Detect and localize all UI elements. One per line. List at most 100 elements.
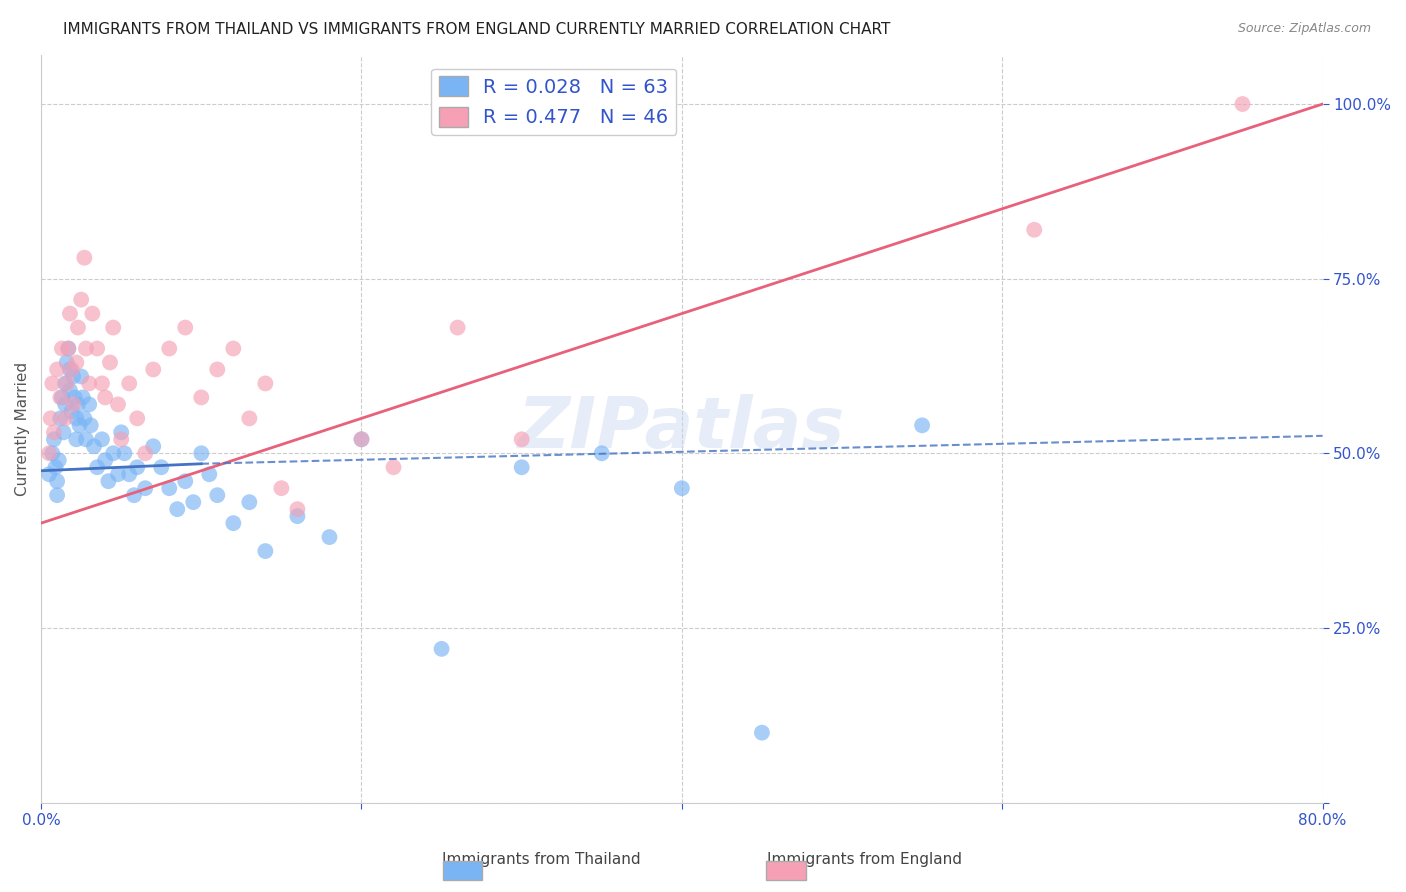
Point (53, 411, 76, 425)
Point (510, 460, 533, 475)
Point (39, 411, 62, 425)
Point (198, 467, 221, 482)
Point (270, 481, 292, 495)
Point (174, 474, 197, 488)
Point (48, 453, 70, 467)
Point (107, 467, 129, 482)
Point (38, 446, 60, 460)
Point (591, 446, 613, 460)
Point (41, 446, 63, 460)
Point (77, 397, 100, 411)
Point (59, 362, 82, 376)
Point (142, 362, 165, 376)
Point (82, 307, 104, 321)
Point (190, 446, 212, 460)
Point (55, 376, 77, 391)
Point (59, 384, 82, 398)
Point (65, 355, 87, 369)
Point (350, 432, 373, 446)
Point (127, 460, 149, 475)
Point (103, 446, 125, 460)
Point (446, 320, 468, 334)
Point (58, 342, 80, 356)
Point (430, 641, 453, 656)
Point (70, 369, 93, 384)
Point (222, 342, 245, 356)
Point (127, 411, 149, 425)
Point (94, 391, 117, 405)
Point (110, 432, 132, 446)
Point (134, 446, 156, 460)
Text: Source: ZipAtlas.com: Source: ZipAtlas.com (1237, 22, 1371, 36)
Point (1024, 223, 1046, 237)
Point (60, 362, 83, 376)
Point (157, 481, 180, 495)
Point (62, 369, 84, 384)
Point (46, 362, 69, 376)
Point (66, 320, 89, 334)
Point (238, 411, 260, 425)
Point (142, 439, 165, 453)
Text: ZIPatlas: ZIPatlas (519, 394, 845, 463)
Point (77, 376, 100, 391)
Y-axis label: Currently Married: Currently Married (15, 362, 30, 496)
Point (287, 502, 309, 516)
Point (103, 320, 125, 334)
Point (60, 404, 83, 418)
Point (107, 397, 129, 411)
Point (38, 467, 60, 482)
Point (97, 474, 120, 488)
Point (75, 432, 97, 446)
Point (122, 488, 145, 502)
Point (75, 342, 97, 356)
Point (42, 425, 65, 440)
Point (382, 460, 405, 475)
Point (254, 376, 277, 391)
Point (254, 544, 277, 558)
Point (318, 530, 340, 544)
Point (58, 342, 80, 356)
Point (51, 342, 73, 356)
Point (150, 460, 173, 475)
Text: Immigrants from Thailand: Immigrants from Thailand (441, 852, 641, 867)
Point (59, 307, 82, 321)
Point (55, 355, 77, 369)
Point (91, 432, 114, 446)
Text: IMMIGRANTS FROM THAILAND VS IMMIGRANTS FROM ENGLAND CURRENTLY MARRIED CORRELATIO: IMMIGRANTS FROM THAILAND VS IMMIGRANTS F… (63, 22, 890, 37)
Point (53, 376, 76, 391)
Point (98, 355, 121, 369)
Point (65, 411, 87, 425)
Point (118, 376, 141, 391)
Point (80, 418, 103, 433)
Point (118, 467, 141, 482)
Legend: R = 0.028   N = 63, R = 0.477   N = 46: R = 0.028 N = 63, R = 0.477 N = 46 (432, 69, 676, 135)
Point (83, 439, 105, 453)
Point (66, 397, 89, 411)
Point (86, 342, 108, 356)
Point (94, 453, 117, 467)
Point (350, 432, 373, 446)
Point (52, 425, 75, 440)
Point (510, 432, 533, 446)
Point (238, 495, 260, 509)
Point (44, 460, 66, 475)
Point (751, 725, 773, 739)
Point (49, 391, 72, 405)
Point (73, 411, 96, 425)
Point (181, 495, 204, 509)
Point (207, 488, 229, 502)
Point (73, 251, 96, 265)
Point (46, 474, 69, 488)
Point (72, 391, 94, 405)
Point (62, 397, 84, 411)
Point (911, 418, 934, 433)
Point (46, 488, 69, 502)
Point (49, 411, 72, 425)
Point (65, 432, 87, 446)
Point (1232, 97, 1254, 112)
Point (70, 293, 93, 307)
Point (41, 376, 63, 391)
Point (207, 362, 229, 376)
Point (112, 446, 135, 460)
Point (69, 418, 91, 433)
